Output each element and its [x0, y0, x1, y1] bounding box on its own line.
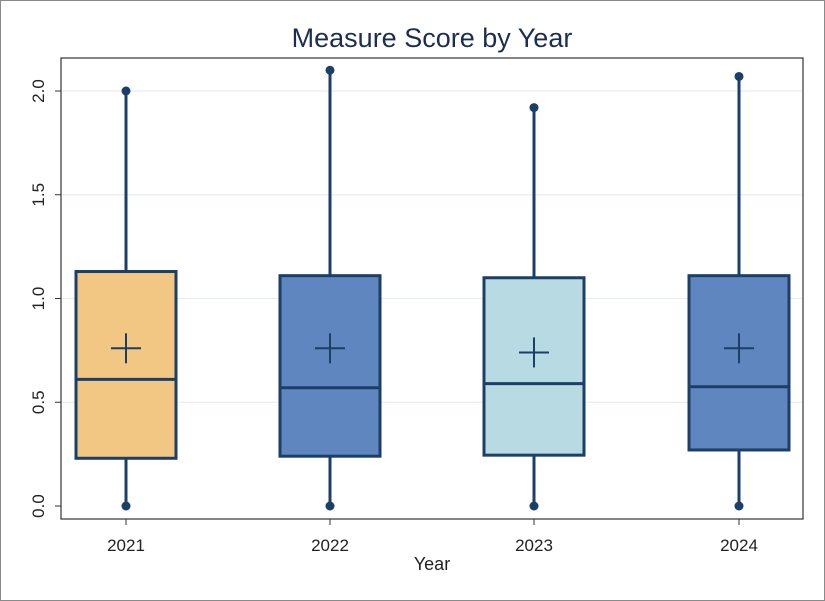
max-point	[529, 103, 539, 113]
box-2022	[278, 65, 382, 511]
min-point	[529, 501, 539, 511]
box-2021	[74, 86, 178, 511]
y-tick-label: 1.0	[29, 287, 48, 311]
box-2023	[482, 103, 586, 511]
x-tick-label: 2021	[107, 536, 145, 555]
min-point	[734, 501, 744, 511]
x-tick-label: 2022	[311, 536, 349, 555]
plot-area	[60, 57, 804, 520]
min-point	[121, 501, 131, 511]
chart-title: Measure Score by Year	[292, 23, 573, 53]
y-tick-label: 0.5	[29, 390, 48, 414]
iqr-box	[74, 270, 178, 460]
max-point	[325, 65, 335, 75]
y-tick-label: 2.0	[29, 79, 48, 103]
min-point	[325, 501, 335, 511]
x-axis-label: Year	[414, 554, 450, 574]
gridlines	[62, 90, 802, 403]
y-axis: 0.0 0.5 1.0 1.5 2.0	[29, 79, 61, 518]
x-axis: 2021 2022 2023 2024	[107, 519, 758, 555]
x-tick-label: 2024	[720, 536, 758, 555]
box-2024	[687, 71, 791, 511]
max-point	[734, 71, 744, 81]
max-point	[121, 86, 131, 96]
boxes	[74, 65, 791, 511]
y-tick-label: 1.5	[29, 183, 48, 207]
y-tick-label: 0.0	[29, 494, 48, 518]
iqr-box	[278, 274, 382, 458]
x-tick-label: 2023	[515, 536, 553, 555]
